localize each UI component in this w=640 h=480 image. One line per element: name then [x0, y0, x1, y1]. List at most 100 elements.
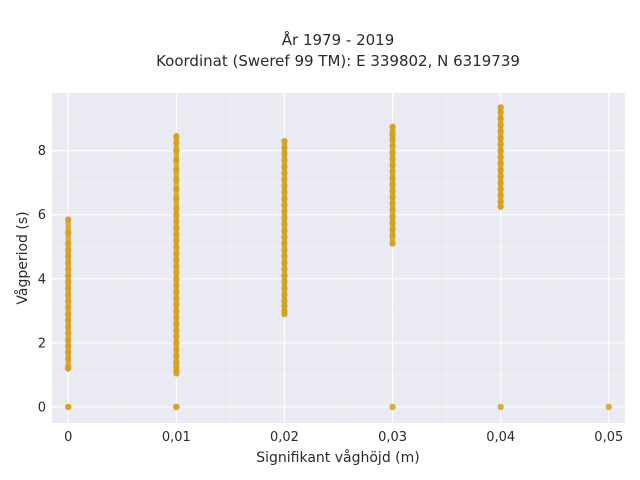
data-point [497, 104, 504, 111]
data-point [389, 168, 396, 175]
data-point [173, 249, 180, 257]
data-point [389, 206, 396, 214]
data-point [281, 307, 288, 315]
data-point [497, 115, 504, 122]
data-point [497, 153, 504, 161]
data-point [173, 314, 180, 321]
data-point [173, 294, 180, 302]
data-point [497, 134, 504, 142]
data-point [173, 230, 180, 238]
data-point [65, 246, 72, 254]
data-point [389, 142, 396, 150]
data-point [173, 195, 180, 202]
y-tick-labels: 0 2 4 6 8 [38, 144, 46, 415]
data-point [281, 169, 288, 177]
data-point [65, 278, 72, 286]
chart-title: År 1979 - 2019 [282, 30, 395, 49]
data-point [389, 403, 396, 411]
data-point [65, 298, 72, 305]
data-point [173, 282, 180, 289]
data-point [389, 136, 396, 143]
data-point [497, 141, 504, 148]
data-point [65, 355, 72, 363]
data-point [173, 224, 180, 231]
data-point [173, 363, 180, 371]
data-point [497, 147, 504, 154]
y-axis-label: Vågperiod (s) [14, 211, 31, 304]
data-point [173, 326, 180, 334]
data-point [65, 291, 72, 299]
data-point [281, 227, 288, 234]
data-point [497, 128, 504, 135]
data-point [281, 240, 288, 247]
data-point [65, 259, 72, 267]
data-point [497, 160, 504, 167]
data-point [389, 149, 396, 156]
x-tick-label: 0,01 [162, 430, 191, 445]
data-point [65, 317, 72, 324]
chart-subtitle: Koordinat (Sweref 99 TM): E 339802, N 63… [156, 52, 520, 70]
data-point [65, 266, 72, 273]
data-point [281, 214, 288, 222]
data-point [173, 256, 180, 263]
x-tick-label: 0,05 [594, 430, 623, 445]
data-point [389, 187, 396, 194]
data-point [281, 302, 288, 310]
data-point [65, 310, 72, 318]
data-point [173, 157, 180, 164]
data-point [173, 262, 180, 270]
data-points [65, 104, 612, 411]
data-point [389, 155, 396, 162]
data-point [497, 109, 504, 116]
x-axis-label: Signifikant våghöjd (m) [256, 449, 419, 466]
y-tick-label: 8 [38, 144, 46, 159]
data-point [281, 201, 288, 209]
data-point [65, 363, 72, 371]
data-point [173, 237, 180, 244]
data-point [173, 339, 180, 347]
y-tick-label: 2 [38, 336, 46, 351]
data-point [173, 243, 180, 250]
x-tick-label: 0,03 [378, 430, 407, 445]
data-point [281, 266, 288, 273]
y-tick-label: 4 [38, 272, 46, 287]
data-point [173, 147, 180, 154]
x-tick-label: 0,02 [270, 430, 299, 445]
data-point [389, 123, 396, 130]
data-point [173, 346, 180, 353]
data-point [389, 200, 396, 207]
data-point [65, 216, 72, 223]
data-point [65, 229, 72, 236]
data-point [65, 285, 72, 292]
data-point [65, 323, 72, 331]
data-point [65, 330, 72, 337]
data-point [281, 272, 288, 279]
data-point [497, 179, 504, 186]
data-point [173, 301, 180, 308]
data-point [281, 259, 288, 267]
data-point [281, 298, 288, 305]
data-point [497, 198, 504, 206]
data-point [497, 166, 504, 174]
data-point [389, 128, 396, 135]
data-point [497, 192, 504, 199]
data-point [389, 240, 396, 247]
data-point [173, 205, 180, 212]
data-point [281, 291, 288, 299]
data-point [173, 307, 180, 315]
data-point [389, 181, 396, 188]
data-point [281, 278, 288, 286]
data-point [173, 217, 180, 225]
data-point [173, 288, 180, 295]
data-point [281, 285, 288, 292]
data-point [389, 213, 396, 220]
data-point [173, 403, 180, 411]
x-tick-labels: 0 0,01 0,02 0,03 0,04 0,05 [64, 430, 623, 445]
data-point [281, 150, 288, 158]
data-point [389, 225, 396, 233]
data-point [281, 163, 288, 170]
data-point [173, 166, 180, 174]
data-point [65, 403, 72, 411]
data-point [281, 208, 288, 215]
